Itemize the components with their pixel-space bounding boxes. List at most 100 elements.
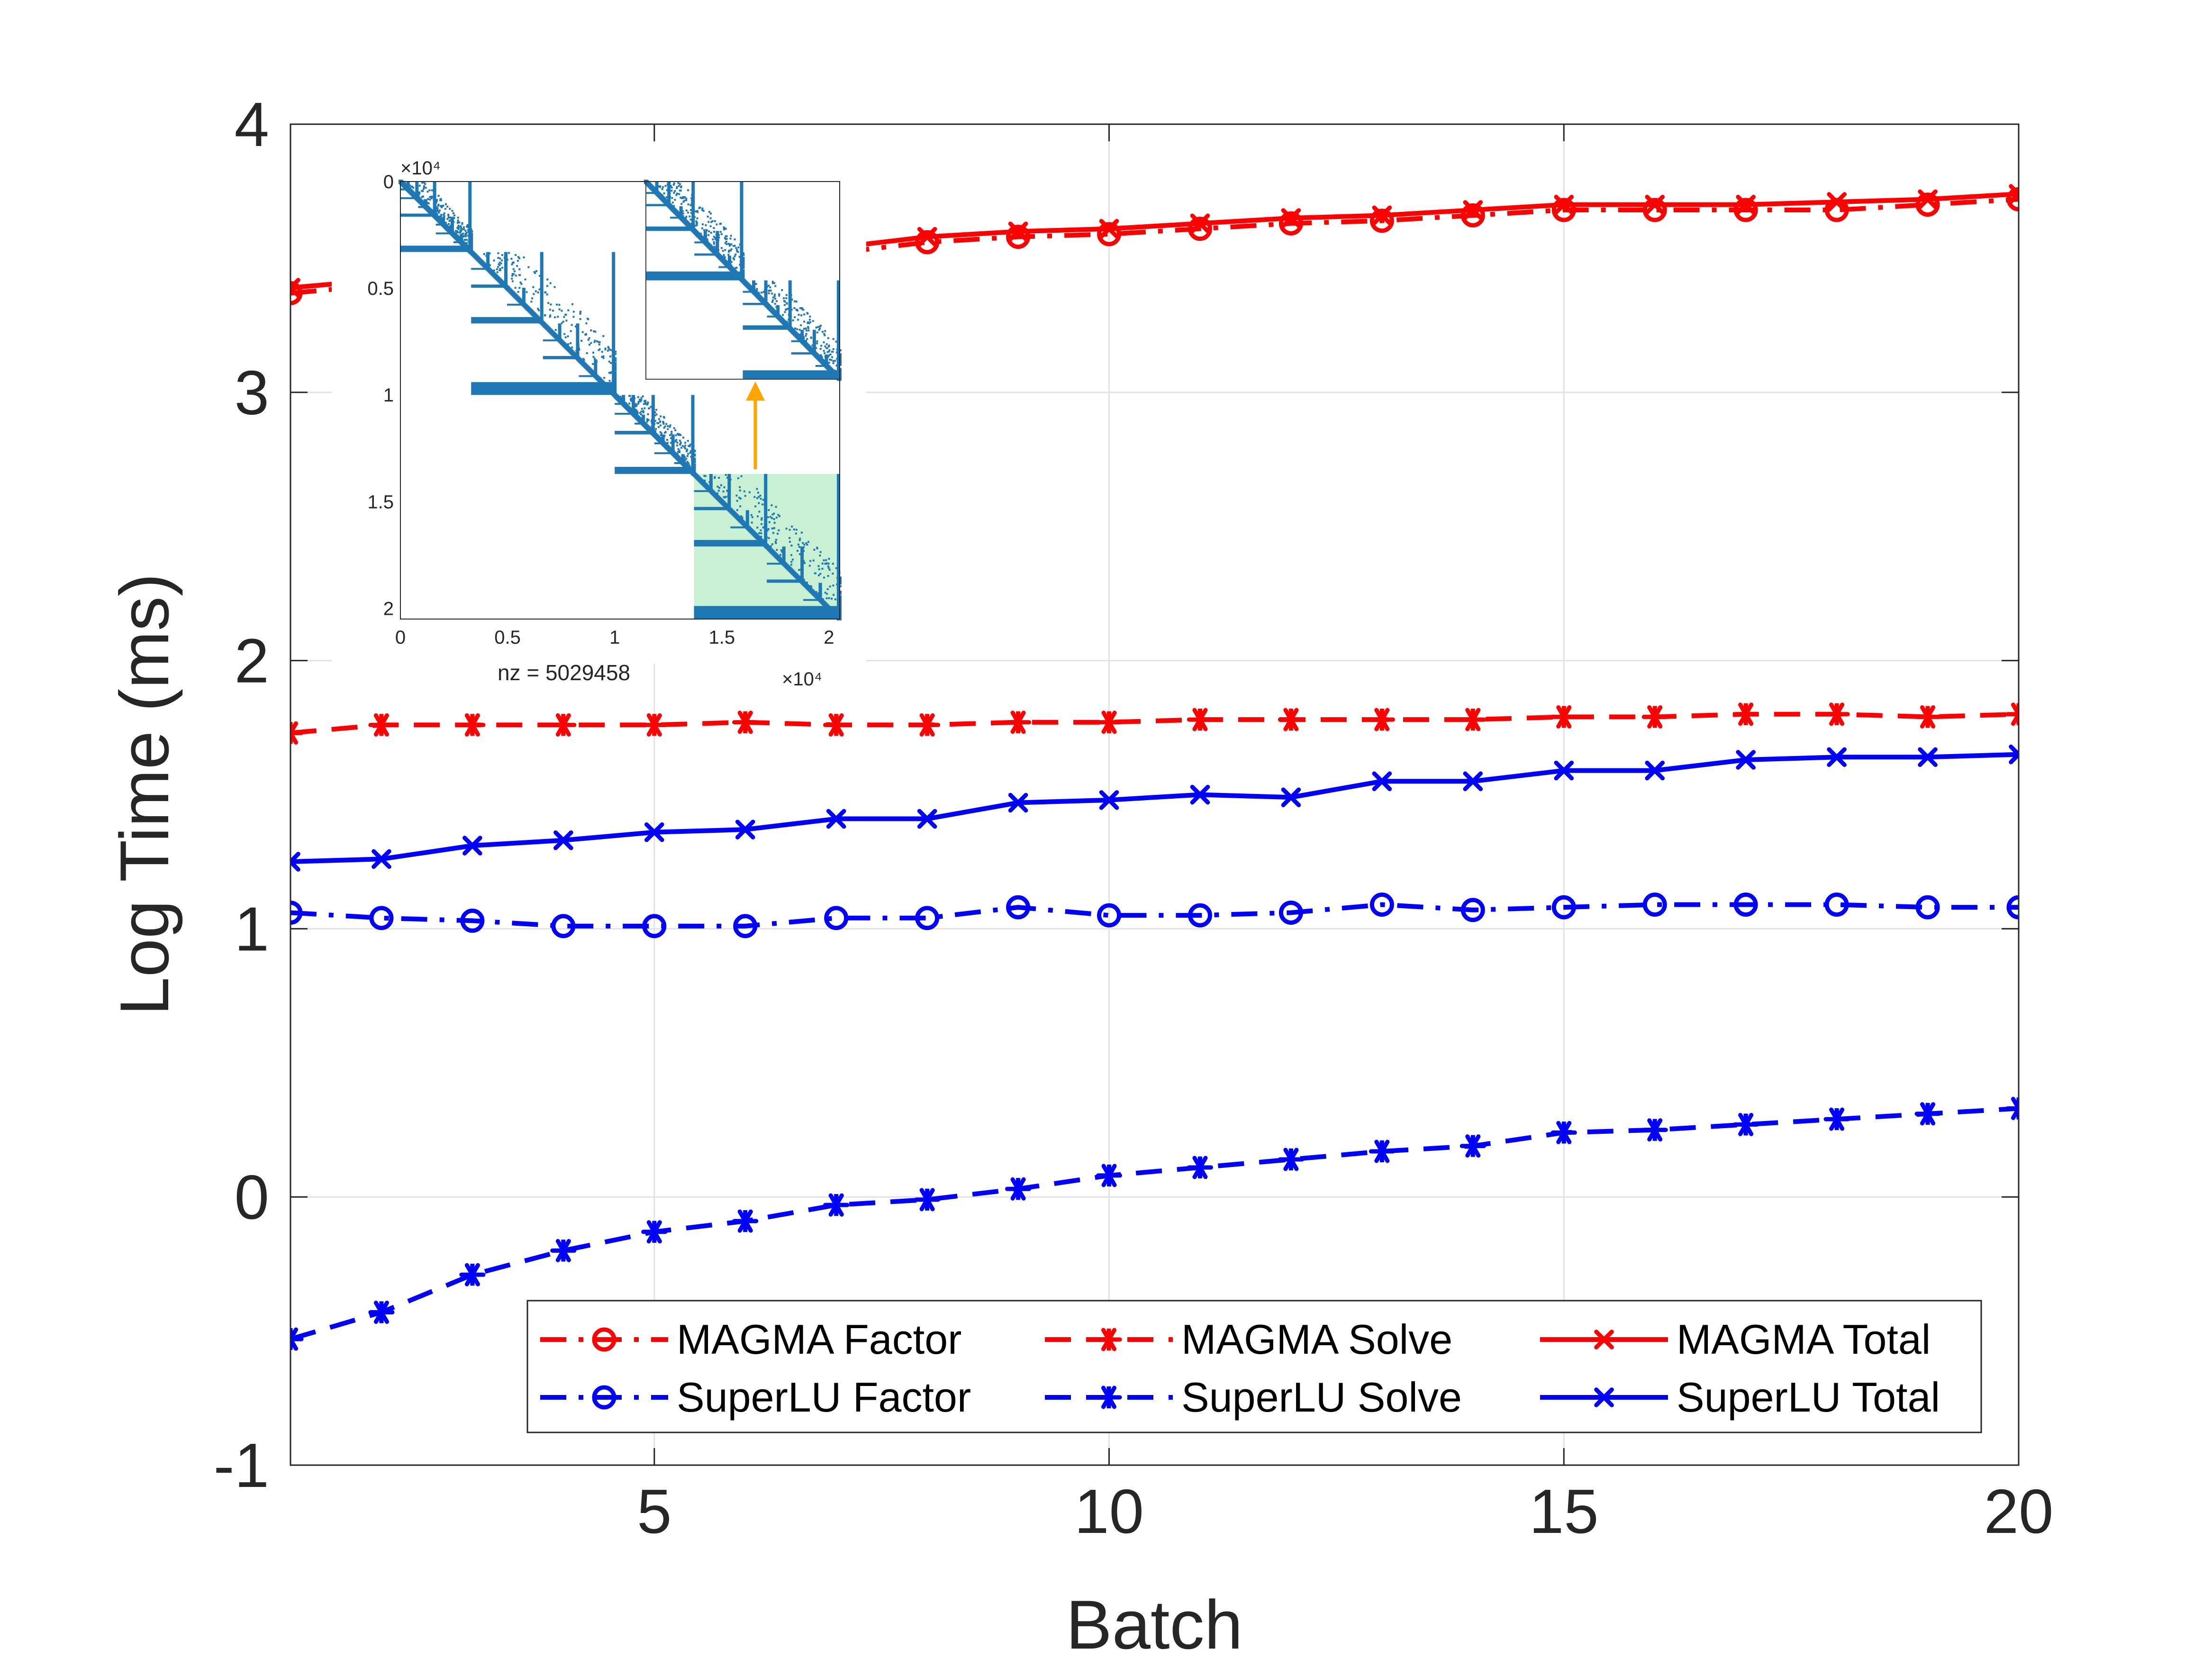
inset-y-tick-label: 2 [383,598,394,619]
y-tick-label: -1 [214,1431,269,1500]
data-point [2009,744,2019,765]
data-point [1641,1118,1668,1142]
data-point [290,1327,304,1351]
data-point [1369,892,1394,917]
inset-x-label: nz = 5029458 [498,660,630,685]
y-tick-label: 1 [235,894,269,964]
data-point [553,830,573,850]
inset-x-tick-label: 1.5 [708,627,735,648]
data-point [823,713,850,737]
data-point [1006,895,1031,920]
data-point [459,1263,486,1286]
data-point [1915,895,1940,920]
data-point [1554,194,1574,215]
data-point [372,849,391,869]
data-point [1645,760,1665,781]
data-point [1190,784,1210,805]
data-point [1550,1121,1577,1144]
sparsity-block [692,472,842,620]
x-tick-label: 15 [1529,1477,1599,1546]
inset-sparsity-plot: 0 0.5 1 1.5 200.511.52 nz = 5029458 ×10⁴ ×10… [332,142,866,690]
data-point [369,906,394,930]
data-point [462,836,482,856]
y-axis-label: Log Time (ms) [106,574,183,1016]
data-point [914,1188,941,1212]
legend-item: SuperLU Factor [540,1374,971,1421]
x-tick-label: 20 [1984,1477,2054,1546]
y-tick-label: 4 [235,90,269,159]
data-point [1823,1107,1850,1131]
inset-x-tick-label: 2 [824,627,834,648]
data-point [1463,200,1483,220]
data-point [1008,221,1028,242]
legend-marker [1594,1330,1614,1349]
data-point [1914,1102,1941,1126]
series-magma-solve [290,702,2019,745]
legend-label: SuperLU Solve [1181,1374,1462,1421]
legend-item: MAGMA Solve [1045,1316,1452,1363]
data-point [1372,205,1392,226]
inset-x-tick-label: 0 [395,627,406,648]
data-point [732,1209,759,1233]
data-point [1278,708,1305,731]
data-point [550,1239,577,1262]
data-point [290,721,304,745]
x-tick-label: 5 [637,1477,671,1546]
data-point [1460,898,1485,922]
legend-item: MAGMA Factor [540,1316,961,1363]
data-point [644,822,664,842]
legend-label: SuperLU Factor [677,1374,971,1421]
data-point [917,809,937,829]
data-point [733,914,758,939]
data-point [1369,1139,1395,1163]
series-line [290,711,2019,736]
data-point [1460,1134,1486,1158]
data-point [551,914,576,939]
data-point [735,820,755,839]
legend-label: MAGMA Solve [1181,1316,1452,1363]
data-point [1187,708,1214,731]
data-point [1097,903,1122,928]
data-point [1008,793,1028,813]
data-point [1733,198,1758,222]
data-point [1278,900,1303,925]
data-point [2005,1096,2019,1120]
y-tick-label: 2 [235,626,269,696]
data-point [1645,194,1665,215]
sparsity-block [644,180,745,283]
data-point [1736,194,1756,215]
data-point [1096,711,1123,734]
legend-label: MAGMA Total [1677,1316,1931,1363]
data-point [1551,198,1576,222]
inset-zoom-pattern [644,180,842,381]
inset-sparsity-pattern [399,180,842,620]
legend-item: SuperLU Total [1540,1374,1940,1421]
data-point [1099,790,1119,810]
data-point [1369,209,1394,233]
data-point [1733,892,1758,917]
data-point [826,809,846,829]
legend-marker [1594,1387,1614,1407]
legend-label: MAGMA Factor [677,1316,961,1363]
sparsity-block [741,278,842,381]
data-point [1732,702,1759,726]
data-point [1188,217,1212,241]
y-tick-label: 3 [235,358,269,428]
data-point [290,900,303,925]
plot-frame [290,123,2020,1466]
data-point [1187,1156,1214,1179]
data-point [1554,760,1574,781]
inset-x-exponent: ×10⁴ [782,669,822,690]
data-point [1463,771,1483,792]
inset-y-tick-label: 0.5 [367,278,394,299]
data-point [1914,705,1941,729]
data-point [1918,747,1938,767]
data-point [1188,903,1212,928]
sparsity-block [399,180,473,254]
sparsity-block [613,393,696,476]
data-point [1642,892,1667,917]
inset-y-tick-label: 1.5 [367,492,394,512]
data-point [641,1220,668,1244]
data-point [1278,1148,1305,1171]
